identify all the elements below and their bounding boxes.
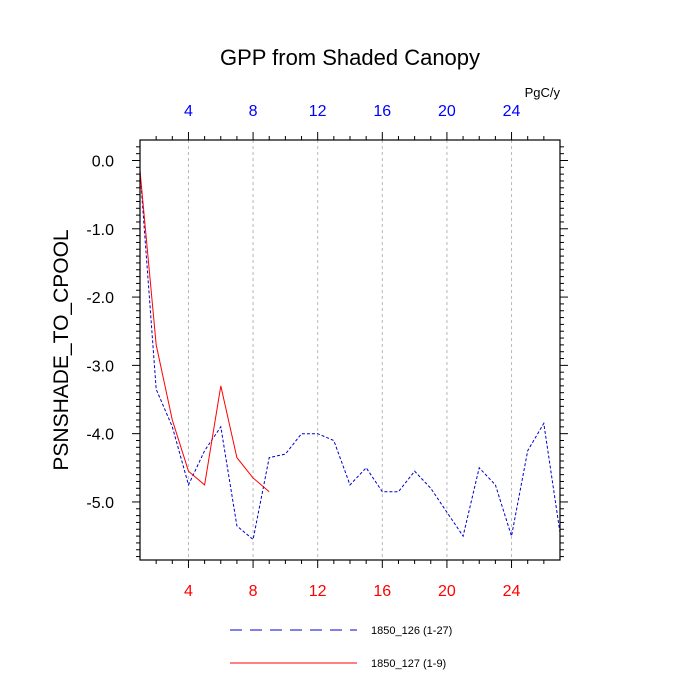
y-tick-label: -3.0 <box>86 358 114 375</box>
x-tick-label-top: 20 <box>438 103 456 120</box>
plot-frame <box>139 139 561 561</box>
x-tick-label-top: 4 <box>184 103 193 120</box>
x-tick-label-top: 24 <box>503 103 521 120</box>
y-tick-label: -1.0 <box>86 222 114 239</box>
y-tick-label: -4.0 <box>86 427 114 444</box>
x-tick-label-top: 16 <box>373 103 391 120</box>
x-tick-label-bottom: 16 <box>373 583 391 600</box>
axes: 4 4 8 8 12 12 16 16 20 20 24 24 0.0 -1.0 -2.0 -3.0 -4.0 -… <box>86 103 568 600</box>
top-axis-unit-label: PgC/y <box>525 85 561 100</box>
x-tick-label-bottom: 8 <box>249 583 258 600</box>
series-line-2 <box>139 170 270 493</box>
series-line-1 <box>139 170 561 541</box>
y-tick-label: -5.0 <box>86 495 114 512</box>
chart-title: GPP from Shaded Canopy <box>220 45 480 70</box>
x-tick-label-bottom: 20 <box>438 583 456 600</box>
x-tick-label-top: 8 <box>249 103 258 120</box>
grid <box>187 140 513 560</box>
y-tick-label: 0.0 <box>92 153 114 170</box>
x-tick-label-bottom: 4 <box>184 583 193 600</box>
legend: 1850_126 (1-27) 1850_127 (1-9) <box>230 625 452 670</box>
series-layer <box>139 170 561 541</box>
x-tick-label-bottom: 12 <box>309 583 327 600</box>
x-tick-label-top: 12 <box>309 103 327 120</box>
legend-label-1: 1850_126 (1-27) <box>371 625 452 637</box>
y-axis-label: PSNSHADE_TO_CPOOL <box>50 229 73 470</box>
y-tick-label: -2.0 <box>86 290 114 307</box>
x-tick-label-bottom: 24 <box>503 583 521 600</box>
legend-label-2: 1850_127 (1-9) <box>371 658 446 670</box>
